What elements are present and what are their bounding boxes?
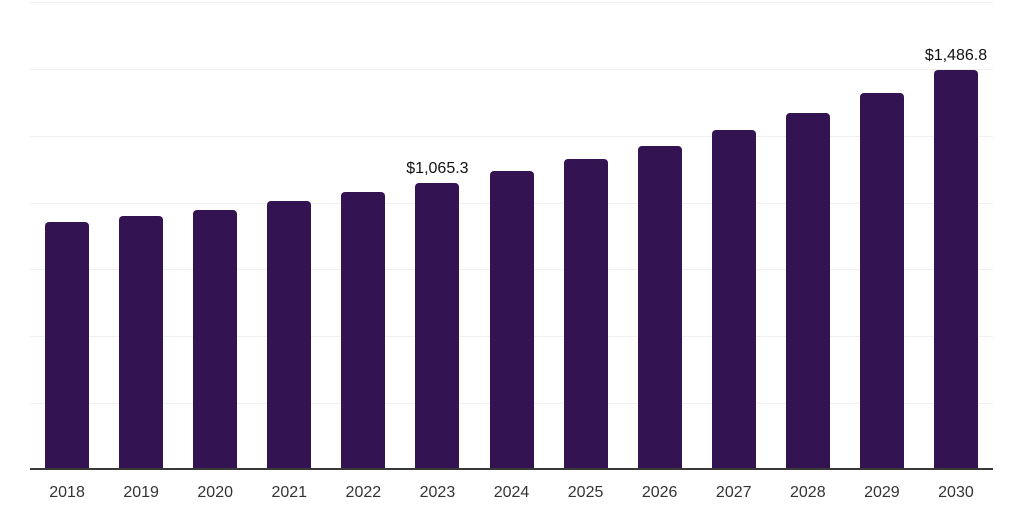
bar-2021 — [267, 201, 312, 468]
x-tick-label-2021: 2021 — [271, 484, 308, 501]
x-tick-label-2018: 2018 — [49, 484, 85, 501]
x-tick-label-2023: 2023 — [419, 484, 456, 501]
x-tick-label-2026: 2026 — [641, 484, 678, 501]
gridline — [30, 2, 993, 3]
gridline — [30, 135, 993, 137]
bar-2025 — [563, 158, 608, 468]
x-tick-label-2029: 2029 — [864, 484, 900, 501]
x-tick-label-2030: 2030 — [938, 484, 974, 501]
x-tick-label-2019: 2019 — [123, 484, 159, 501]
bar-2028 — [785, 113, 830, 468]
x-axis-labels: 2018 2019 2020 2021 2022 2023 2024 2025 2026 2027… — [30, 484, 993, 504]
x-tick-label-2025: 2025 — [567, 484, 604, 501]
bar-2027 — [711, 129, 756, 468]
bar-2029 — [859, 93, 904, 468]
bar-2026 — [637, 146, 682, 468]
x-tick-label-2020: 2020 — [197, 484, 233, 501]
plot-area: $1,065.3 $1,486.8 — [30, 2, 993, 470]
bar-2023 — [415, 183, 460, 468]
x-tick-label-2027: 2027 — [715, 484, 752, 501]
bar-2019 — [119, 216, 164, 468]
bar-value-label-2023: $1,065.3 — [406, 160, 469, 178]
bar-2022 — [341, 192, 386, 468]
bar-value-label-2030: $1,486.8 — [924, 47, 988, 65]
x-tick-label-2022: 2022 — [345, 484, 382, 501]
bar-2030 — [933, 70, 978, 468]
x-axis-line — [30, 468, 993, 470]
x-tick-label-2024: 2024 — [493, 484, 530, 501]
x-tick-label-2028: 2028 — [790, 484, 826, 501]
bar-2020 — [193, 209, 238, 468]
bar-2024 — [489, 170, 534, 468]
bar-2018 — [45, 221, 90, 468]
gridline — [30, 68, 993, 70]
